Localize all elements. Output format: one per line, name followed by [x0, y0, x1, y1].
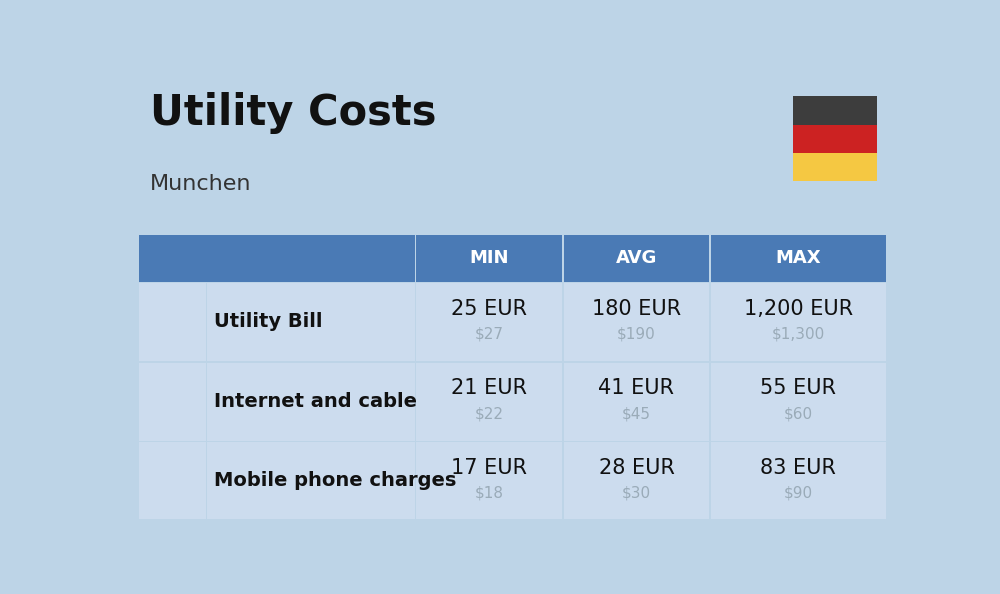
Text: $45: $45	[622, 406, 651, 421]
Text: 1,200 EUR: 1,200 EUR	[744, 299, 853, 318]
Text: 28 EUR: 28 EUR	[599, 458, 674, 478]
Text: $1,300: $1,300	[771, 327, 825, 342]
Bar	[139, 361, 886, 362]
Bar	[709, 233, 711, 282]
Text: Utility Costs: Utility Costs	[150, 92, 436, 134]
Bar	[139, 361, 886, 441]
Bar	[793, 125, 877, 153]
Bar	[562, 233, 564, 282]
Bar	[139, 233, 886, 282]
Bar	[139, 282, 886, 361]
Text: 17 EUR: 17 EUR	[451, 458, 527, 478]
Bar	[709, 441, 711, 520]
Text: AVG: AVG	[616, 249, 657, 267]
Text: Internet and cable: Internet and cable	[214, 391, 417, 410]
Bar	[139, 441, 886, 442]
Text: 83 EUR: 83 EUR	[760, 458, 836, 478]
Bar	[139, 233, 886, 235]
Text: Mobile phone charges: Mobile phone charges	[214, 471, 456, 490]
Text: MAX: MAX	[775, 249, 821, 267]
Bar	[139, 441, 886, 520]
Text: 25 EUR: 25 EUR	[451, 299, 527, 318]
Bar	[415, 282, 416, 361]
Bar	[709, 361, 711, 441]
Bar	[562, 361, 564, 441]
Text: MIN: MIN	[470, 249, 509, 267]
Text: $27: $27	[475, 327, 504, 342]
Bar	[562, 441, 564, 520]
Bar	[415, 441, 416, 520]
Text: $190: $190	[617, 327, 656, 342]
Text: $30: $30	[622, 486, 651, 501]
Text: Utility Bill: Utility Bill	[214, 312, 323, 331]
Text: $90: $90	[784, 486, 813, 501]
Bar	[562, 282, 564, 361]
Bar	[139, 519, 886, 520]
Text: $60: $60	[784, 406, 813, 421]
Text: $22: $22	[475, 406, 504, 421]
Bar	[415, 233, 416, 282]
Text: 21 EUR: 21 EUR	[451, 378, 527, 398]
Bar	[793, 96, 877, 125]
Text: 180 EUR: 180 EUR	[592, 299, 681, 318]
Bar	[709, 282, 711, 361]
Bar	[415, 361, 416, 441]
Text: $18: $18	[475, 486, 504, 501]
Bar	[793, 153, 877, 181]
Text: Munchen: Munchen	[150, 174, 251, 194]
Bar	[206, 361, 207, 441]
Bar	[139, 282, 886, 283]
Text: 55 EUR: 55 EUR	[760, 378, 836, 398]
Bar	[206, 282, 207, 361]
Text: 41 EUR: 41 EUR	[598, 378, 674, 398]
Bar	[206, 441, 207, 520]
